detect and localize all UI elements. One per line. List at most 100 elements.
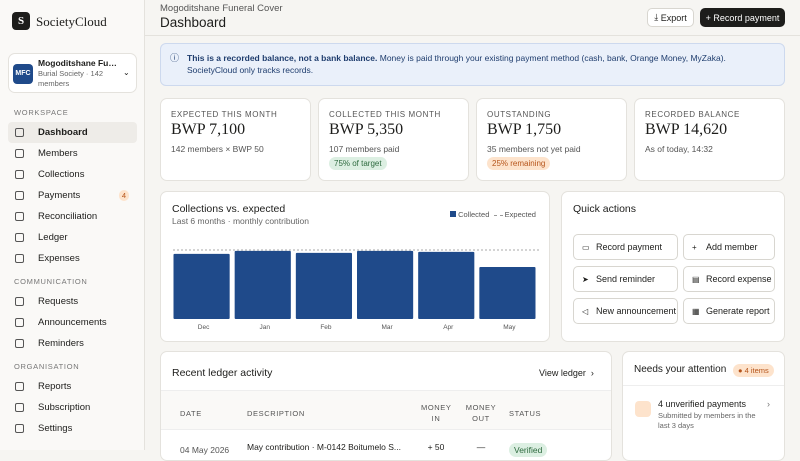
- label: Record expense: [706, 274, 772, 284]
- nav-label: Collections: [38, 169, 85, 180]
- info-icon: ⓘ: [170, 53, 180, 63]
- attention-title: Needs your attention: [634, 364, 727, 375]
- nav-label: Settings: [38, 423, 73, 434]
- nav-item[interactable]: Ledger: [8, 227, 137, 248]
- icon: ➤: [582, 274, 589, 284]
- nav-label: Subscription: [38, 402, 91, 413]
- bar: [357, 250, 414, 319]
- nav-icon: [15, 318, 24, 327]
- nav-icon: [15, 170, 24, 179]
- quick-actions-card: Quick actions ▭ Record payment + Add member…: [561, 191, 785, 342]
- org-switcher[interactable]: MFC Mogoditshane Fu… Burial Society · 14…: [8, 53, 137, 93]
- nav-item[interactable]: Requests: [8, 291, 137, 312]
- attention-card: Needs your attention ● 4 items 4 unverif…: [622, 351, 785, 461]
- column-header: STATUS: [509, 409, 542, 418]
- nav: WORKSPACE Dashboard Members Collections Paym…: [0, 104, 145, 439]
- banner-text: Money is paid through your existing paym…: [187, 53, 726, 75]
- nav-item[interactable]: Expenses: [8, 248, 137, 269]
- label: 4 items: [744, 366, 769, 375]
- nav-icon: [15, 128, 24, 137]
- label: Record payment: [596, 242, 663, 252]
- nav-badge: 4: [118, 190, 129, 201]
- stat-label: RECORDED BALANCE: [645, 110, 740, 119]
- stat-card: EXPECTED THIS MONTH BWP 7,100 142 members …: [160, 98, 311, 181]
- legend-label: Collected: [458, 210, 490, 219]
- cell: 04 May 2026: [180, 445, 230, 455]
- stat-pill: 75% of target: [329, 157, 387, 170]
- nav-label: Ledger: [38, 232, 68, 243]
- bar: [295, 252, 352, 319]
- nav-item[interactable]: Reconciliation: [8, 206, 137, 227]
- bar: [418, 251, 475, 319]
- icon: +: [692, 242, 697, 252]
- chart-subtitle: Last 6 months · monthly contribution: [172, 216, 310, 226]
- legend-swatch: [450, 211, 456, 217]
- stat-value: BWP 1,750: [487, 121, 562, 138]
- stat-value: BWP 14,620: [645, 121, 728, 138]
- bar: [234, 250, 291, 319]
- item-title[interactable]: 4 unverified payments: [658, 399, 747, 409]
- cell: —: [476, 442, 486, 452]
- quick-action[interactable]: ◁ New announcement: [573, 298, 678, 324]
- chevron: ⌄: [123, 68, 130, 77]
- label: Generate report: [706, 306, 770, 316]
- sidebar: S SocietyCloud MFC Mogoditshane Fu… Buri…: [0, 0, 145, 450]
- nav-label: Requests: [38, 296, 79, 307]
- quick-action[interactable]: ▭ Record payment: [573, 234, 678, 260]
- quick-action[interactable]: ▦ Generate report: [683, 298, 775, 324]
- x-tick-label: Apr: [443, 324, 454, 331]
- ledger-title: Recent ledger activity: [172, 367, 273, 379]
- nav-label: Expenses: [38, 253, 80, 264]
- quick-actions-title: Quick actions: [573, 203, 637, 215]
- x-tick-label: Feb: [320, 324, 332, 331]
- table-header: [161, 390, 611, 430]
- nav-item[interactable]: Collections: [8, 164, 137, 185]
- icon: ▦: [692, 306, 700, 316]
- chart-title: Collections vs. expected: [172, 203, 286, 215]
- nav-label: Reminders: [38, 338, 84, 349]
- stat-label: COLLECTED THIS MONTH: [329, 110, 441, 119]
- quick-action[interactable]: + Add member: [683, 234, 775, 260]
- column-header: DESCRIPTION: [247, 409, 305, 418]
- nav-icon: [15, 233, 24, 242]
- nav-item[interactable]: Subscription: [8, 397, 137, 418]
- nav-heading: ORGANISATION: [14, 362, 80, 371]
- cell: Verified: [509, 443, 548, 457]
- nav-item[interactable]: Dashboard: [8, 122, 137, 143]
- org-sub: Burial Society · 142 members: [38, 69, 104, 88]
- record-payment-button[interactable]: + Record payment: [700, 8, 785, 27]
- nav-icon: [15, 297, 24, 306]
- nav-item[interactable]: Settings: [8, 418, 137, 439]
- legend: Collected Expected: [450, 210, 536, 219]
- ledger-card: Recent ledger activity View ledger › DAT…: [160, 351, 612, 461]
- stat-sub: As of today, 14:32: [645, 144, 713, 154]
- quick-action[interactable]: ▤ Record expense: [683, 266, 775, 292]
- item-icon: [635, 401, 651, 417]
- nav-item[interactable]: Reminders: [8, 333, 137, 354]
- nav-item[interactable]: Payments 4: [8, 185, 137, 206]
- stat-sub: 142 members × BWP 50: [171, 144, 264, 154]
- bar: [173, 253, 230, 319]
- nav-label: Payments: [38, 190, 81, 201]
- nav-item[interactable]: Announcements: [8, 312, 137, 333]
- stat-label: EXPECTED THIS MONTH: [171, 110, 278, 119]
- quick-action[interactable]: ➤ Send reminder: [573, 266, 678, 292]
- column-header: MONEY IN: [421, 403, 452, 423]
- label: Record payment: [713, 12, 780, 23]
- nav-label: Reports: [38, 381, 72, 392]
- label: New announcement: [596, 306, 677, 316]
- nav-item[interactable]: Members: [8, 143, 137, 164]
- nav-icon: [15, 424, 24, 433]
- view-ledger-link[interactable]: View ledger ›: [539, 368, 594, 378]
- stat-label: OUTSTANDING: [487, 110, 552, 119]
- nav-icon: [15, 339, 24, 348]
- breadcrumb: Mogoditshane Funeral Cover: [160, 3, 283, 14]
- banner-strong: This is a recorded balance, not a bank b…: [187, 53, 378, 63]
- nav-label: Reconciliation: [38, 211, 98, 222]
- export-button[interactable]: ⤓ Export: [647, 8, 694, 27]
- nav-item[interactable]: Reports: [8, 376, 137, 397]
- brand: SocietyCloud: [36, 14, 107, 29]
- bar: [479, 266, 536, 319]
- icon: ▤: [692, 274, 700, 284]
